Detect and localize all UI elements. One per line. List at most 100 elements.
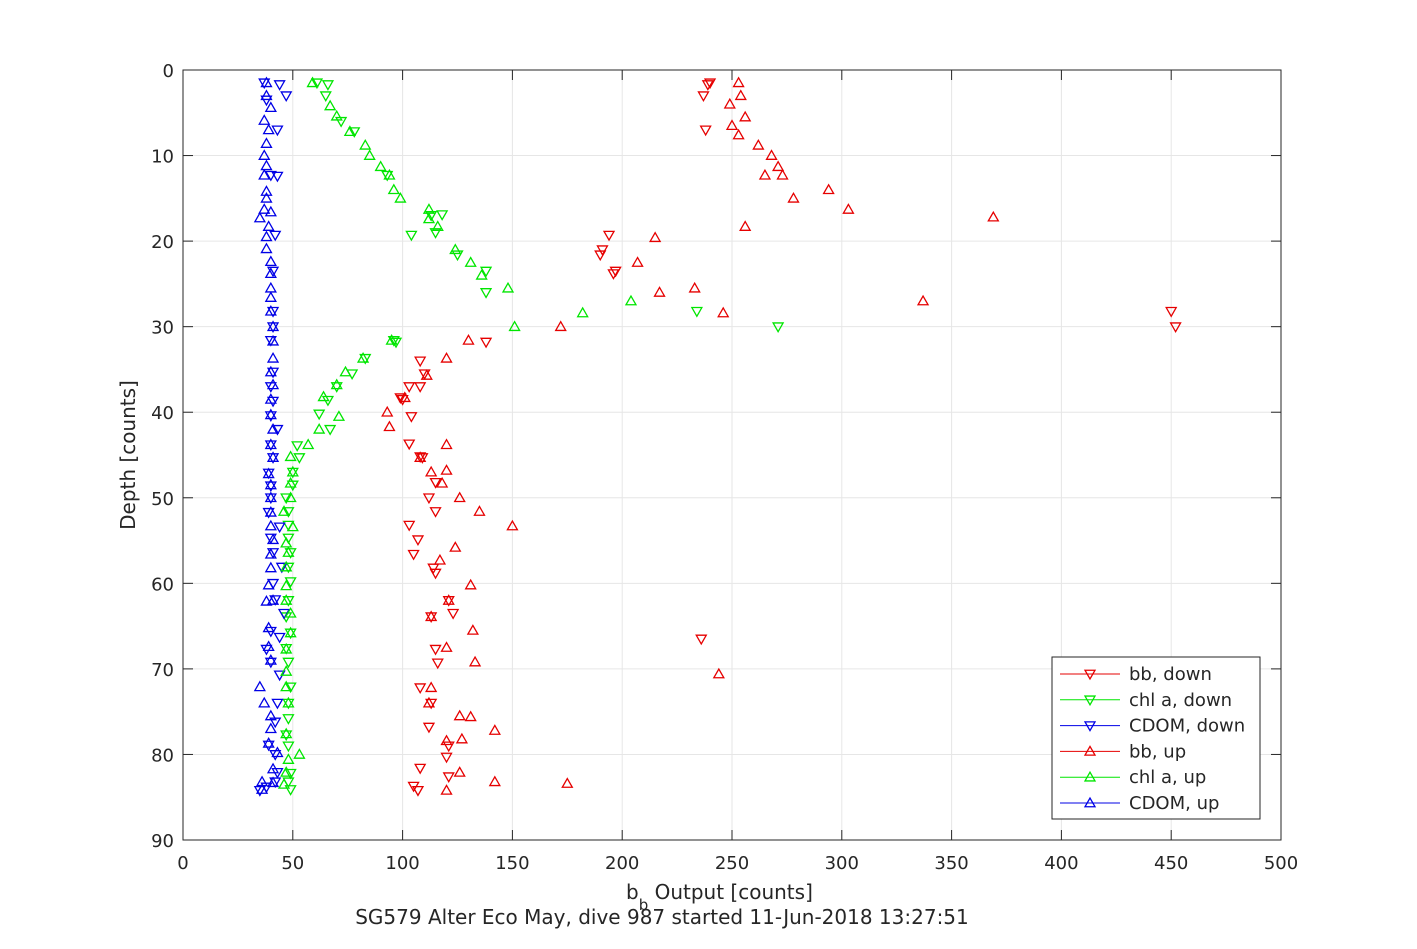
data-point <box>260 89 273 101</box>
legend-label: chl a, down <box>1129 690 1232 711</box>
data-point <box>479 288 493 299</box>
data-point <box>258 149 271 160</box>
data-point <box>266 352 280 363</box>
data-point <box>332 410 346 421</box>
data-point <box>269 777 282 789</box>
data-point <box>407 549 420 561</box>
data-point <box>284 606 297 618</box>
data-point <box>433 553 447 565</box>
data-point <box>442 741 455 753</box>
data-point <box>310 78 324 90</box>
data-point <box>273 80 286 91</box>
data-point <box>712 667 725 679</box>
data-point <box>416 453 429 464</box>
data-point <box>987 210 1000 222</box>
y-tick-label: 10 <box>151 147 174 168</box>
legend-label: chl a, up <box>1129 767 1206 788</box>
data-point <box>273 522 286 534</box>
data-point <box>258 78 271 90</box>
data-point <box>317 390 330 402</box>
axis-ticks: 0 50 100 150 200 250 300 350 400 450 500 0 10 20 30 40 5… <box>151 61 1298 874</box>
y-axis-label: Depth [counts] <box>116 380 140 530</box>
y-tick-label: 0 <box>163 61 174 82</box>
data-point <box>411 785 425 797</box>
data-point <box>394 393 407 404</box>
data-point <box>264 365 277 377</box>
data-point <box>280 642 293 654</box>
data-point <box>282 596 295 607</box>
data-point <box>440 641 453 652</box>
data-point <box>266 320 280 332</box>
data-point <box>269 595 282 606</box>
data-point <box>284 626 297 638</box>
data-point <box>264 170 277 182</box>
data-point <box>453 709 466 721</box>
data-point <box>464 710 477 722</box>
data-point <box>264 438 277 450</box>
data-point <box>442 772 455 783</box>
data-point <box>282 507 295 518</box>
data-point <box>453 491 466 503</box>
data-point <box>822 183 835 195</box>
data-point <box>266 762 280 774</box>
legend-marker <box>1083 669 1097 681</box>
series-4 <box>277 76 638 789</box>
data-point <box>262 740 275 752</box>
data-series <box>253 76 1182 797</box>
legend-entry: bb, down <box>1060 664 1212 685</box>
data-point <box>302 438 315 450</box>
data-point <box>264 255 277 267</box>
legend-entry: CDOM, down <box>1060 716 1245 737</box>
data-point <box>319 91 332 102</box>
data-point <box>269 230 282 242</box>
data-point <box>280 766 293 777</box>
data-point <box>473 505 486 516</box>
legend-marker <box>1083 770 1097 782</box>
data-point <box>271 424 284 436</box>
data-point <box>286 520 299 532</box>
data-point <box>488 775 501 787</box>
x-axis-label: bb Output [counts] <box>626 880 813 914</box>
y-tick-label: 40 <box>151 403 174 424</box>
x-tick-label: 50 <box>281 853 304 874</box>
data-point <box>381 405 394 417</box>
data-point <box>260 242 273 254</box>
y-tick-label: 70 <box>151 660 174 681</box>
data-point <box>695 634 708 646</box>
legend-marker <box>1083 796 1097 808</box>
data-point <box>576 306 589 318</box>
data-point <box>266 776 280 788</box>
data-point <box>293 748 306 759</box>
data-point <box>306 76 319 88</box>
legend-marker <box>1083 745 1097 756</box>
data-point <box>479 337 493 349</box>
data-point <box>280 560 293 572</box>
data-point <box>264 478 277 490</box>
data-point <box>260 192 273 203</box>
data-point <box>699 125 712 137</box>
data-point <box>260 594 273 606</box>
data-point <box>284 450 297 462</box>
data-point <box>425 698 438 710</box>
y-tick-label: 60 <box>151 574 174 595</box>
data-point <box>422 722 436 734</box>
data-point <box>787 192 800 203</box>
data-point <box>266 334 280 346</box>
data-point <box>262 621 275 633</box>
data-point <box>260 230 273 242</box>
data-point <box>266 423 280 434</box>
data-point <box>264 654 277 665</box>
data-point <box>501 281 515 293</box>
data-point <box>286 465 299 477</box>
data-point <box>468 655 482 667</box>
data-point <box>697 91 710 102</box>
data-point <box>381 170 394 182</box>
data-point <box>260 76 273 88</box>
data-point <box>280 536 293 548</box>
legend-marker <box>1083 721 1097 732</box>
data-point <box>291 441 304 452</box>
data-point <box>403 439 416 451</box>
y-tick-label: 20 <box>151 232 174 253</box>
x-tick-label: 200 <box>605 853 639 874</box>
